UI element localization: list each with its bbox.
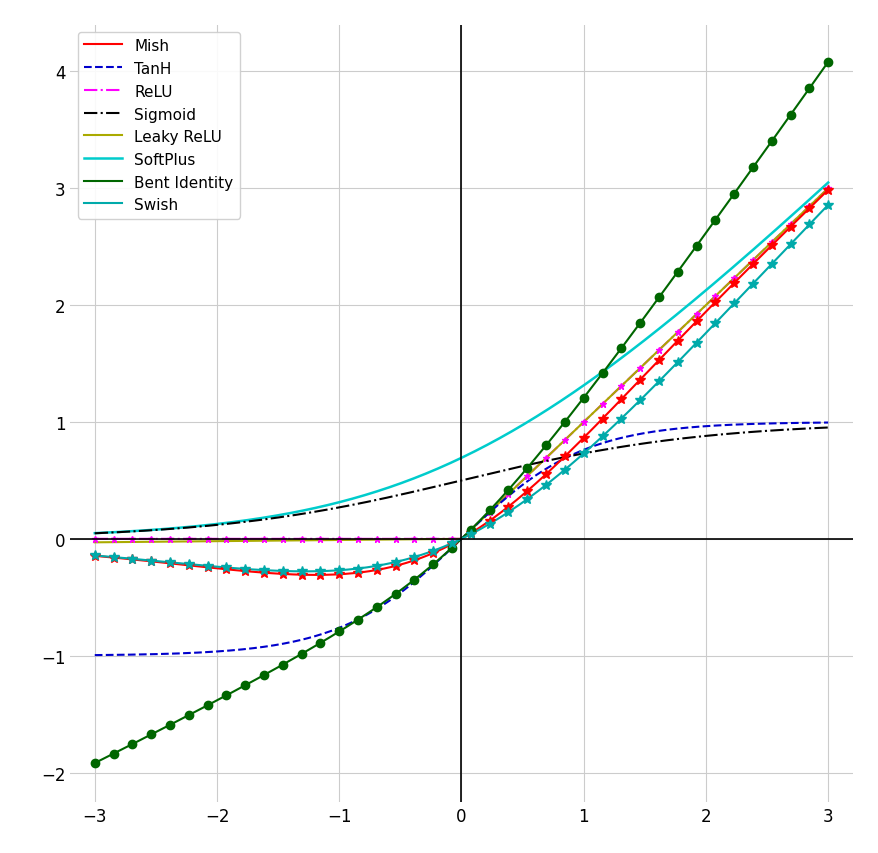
Mish <box>822 185 832 195</box>
Bent Identity <box>537 444 548 454</box>
Leaky ReLU <box>90 537 100 548</box>
Bent Identity <box>523 461 534 472</box>
Mish <box>709 298 720 308</box>
Mish <box>540 469 551 479</box>
Swish <box>300 566 311 577</box>
TanH <box>753 419 764 429</box>
Sigmoid <box>526 460 536 470</box>
ReLU <box>526 467 536 478</box>
Bent Identity <box>90 758 100 769</box>
TanH <box>526 473 536 484</box>
Line: Leaky ReLU: Leaky ReLU <box>95 189 827 543</box>
Swish <box>540 480 551 490</box>
TanH <box>90 650 100 660</box>
Swish <box>92 551 103 561</box>
Swish <box>756 270 766 280</box>
Leaky ReLU <box>822 184 832 194</box>
Bent Identity <box>707 219 717 229</box>
Sigmoid <box>822 423 832 433</box>
SoftPlus <box>526 415 536 426</box>
ReLU <box>753 249 764 259</box>
Sigmoid <box>92 528 103 538</box>
Line: ReLU: ReLU <box>95 189 827 539</box>
TanH <box>523 475 534 485</box>
Leaky ReLU <box>526 467 536 478</box>
Sigmoid <box>523 460 534 470</box>
Leaky ReLU <box>707 294 717 305</box>
TanH <box>537 466 548 476</box>
TanH <box>92 650 103 660</box>
Line: Sigmoid: Sigmoid <box>95 428 827 534</box>
SoftPlus <box>753 240 764 250</box>
Legend: Mish, TanH, ReLU, Sigmoid, Leaky ReLU, SoftPlus, Bent Identity, Swish: Mish, TanH, ReLU, Sigmoid, Leaky ReLU, S… <box>78 33 240 219</box>
Line: Mish: Mish <box>95 190 827 575</box>
Line: Bent Identity: Bent Identity <box>95 63 827 763</box>
Line: SoftPlus: SoftPlus <box>95 183 827 533</box>
Sigmoid <box>707 431 717 441</box>
Sigmoid <box>753 426 764 437</box>
SoftPlus <box>537 408 548 418</box>
Leaky ReLU <box>537 456 548 466</box>
Sigmoid <box>90 529 100 539</box>
Swish <box>709 319 720 329</box>
ReLU <box>92 534 103 544</box>
TanH <box>707 421 717 432</box>
ReLU <box>90 534 100 544</box>
SoftPlus <box>822 178 832 189</box>
Swish <box>528 490 538 500</box>
ReLU <box>707 294 717 305</box>
TanH <box>822 418 832 428</box>
Sigmoid <box>537 457 548 467</box>
Leaky ReLU <box>523 470 534 480</box>
Bent Identity <box>526 458 536 468</box>
ReLU <box>537 456 548 466</box>
Swish <box>822 200 832 211</box>
Bent Identity <box>753 154 764 165</box>
Mish <box>92 551 103 561</box>
Swish <box>90 551 100 561</box>
Bent Identity <box>822 58 832 68</box>
Mish <box>310 570 320 580</box>
Mish <box>90 551 100 561</box>
SoftPlus <box>92 528 103 538</box>
Leaky ReLU <box>92 537 103 548</box>
ReLU <box>822 184 832 194</box>
SoftPlus <box>90 528 100 538</box>
Mish <box>526 483 536 493</box>
Line: TanH: TanH <box>95 423 827 655</box>
SoftPlus <box>523 416 534 426</box>
Leaky ReLU <box>753 249 764 259</box>
Bent Identity <box>92 757 103 767</box>
Swish <box>526 491 536 502</box>
SoftPlus <box>707 280 717 290</box>
Mish <box>528 480 538 490</box>
Line: Swish: Swish <box>95 206 827 572</box>
ReLU <box>523 470 534 480</box>
Mish <box>756 251 766 261</box>
